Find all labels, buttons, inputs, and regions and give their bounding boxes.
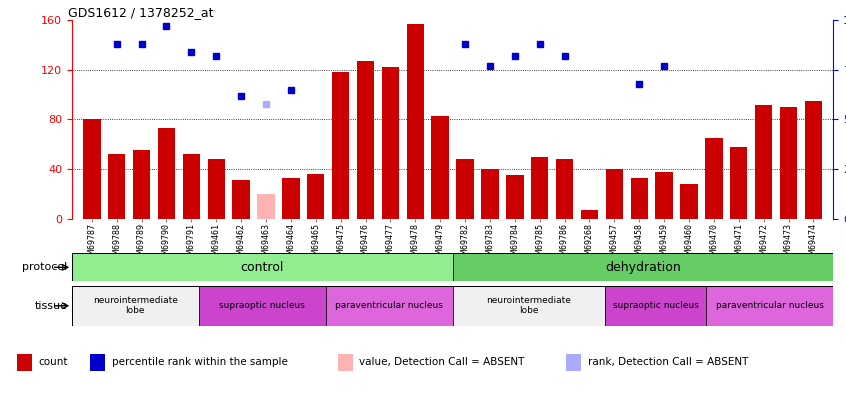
Bar [133, 151, 151, 219]
Bar [233, 180, 250, 219]
Text: neurointermediate
lobe: neurointermediate lobe [93, 296, 178, 315]
Bar [431, 116, 449, 219]
Bar [580, 210, 598, 219]
Text: control: control [240, 261, 284, 274]
Text: GDS1612 / 1378252_at: GDS1612 / 1378252_at [68, 6, 213, 19]
Bar [183, 154, 200, 219]
Bar [606, 169, 623, 219]
Text: neurointermediate
lobe: neurointermediate lobe [486, 296, 571, 315]
Text: dehydration: dehydration [605, 261, 681, 274]
Bar [207, 159, 225, 219]
Bar [307, 174, 325, 219]
Text: tissue: tissue [35, 301, 68, 311]
Bar [83, 119, 101, 219]
Bar [780, 107, 797, 219]
Bar [257, 194, 275, 219]
Bar [556, 159, 574, 219]
Bar [755, 104, 772, 219]
Bar [407, 24, 424, 219]
Text: percentile rank within the sample: percentile rank within the sample [112, 358, 288, 367]
Text: supraoptic nucleus: supraoptic nucleus [613, 301, 699, 310]
Bar [357, 61, 374, 219]
Bar [706, 138, 722, 219]
Bar [805, 101, 822, 219]
Text: paraventricular nucleus: paraventricular nucleus [716, 301, 824, 310]
Bar [630, 178, 648, 219]
Bar [108, 154, 125, 219]
Text: paraventricular nucleus: paraventricular nucleus [335, 301, 443, 310]
Bar [506, 175, 524, 219]
Text: supraoptic nucleus: supraoptic nucleus [219, 301, 305, 310]
Bar [706, 286, 833, 326]
Bar [382, 67, 399, 219]
Bar [332, 72, 349, 219]
Bar [453, 286, 605, 326]
Bar [17, 354, 31, 371]
Bar [72, 253, 453, 281]
Bar [326, 286, 453, 326]
Bar [91, 354, 105, 371]
Bar [456, 159, 474, 219]
Bar [338, 354, 353, 371]
Bar [680, 184, 698, 219]
Bar [605, 286, 706, 326]
Bar [481, 169, 498, 219]
Bar [199, 286, 326, 326]
Bar [157, 128, 175, 219]
Text: value, Detection Call = ABSENT: value, Detection Call = ABSENT [360, 358, 525, 367]
Text: rank, Detection Call = ABSENT: rank, Detection Call = ABSENT [588, 358, 749, 367]
Bar [531, 157, 548, 219]
Text: count: count [38, 358, 68, 367]
Bar [656, 172, 673, 219]
Bar [730, 147, 748, 219]
Bar [72, 286, 199, 326]
Bar [453, 253, 833, 281]
Bar [283, 178, 299, 219]
Bar [567, 354, 581, 371]
Text: protocol: protocol [23, 262, 68, 272]
